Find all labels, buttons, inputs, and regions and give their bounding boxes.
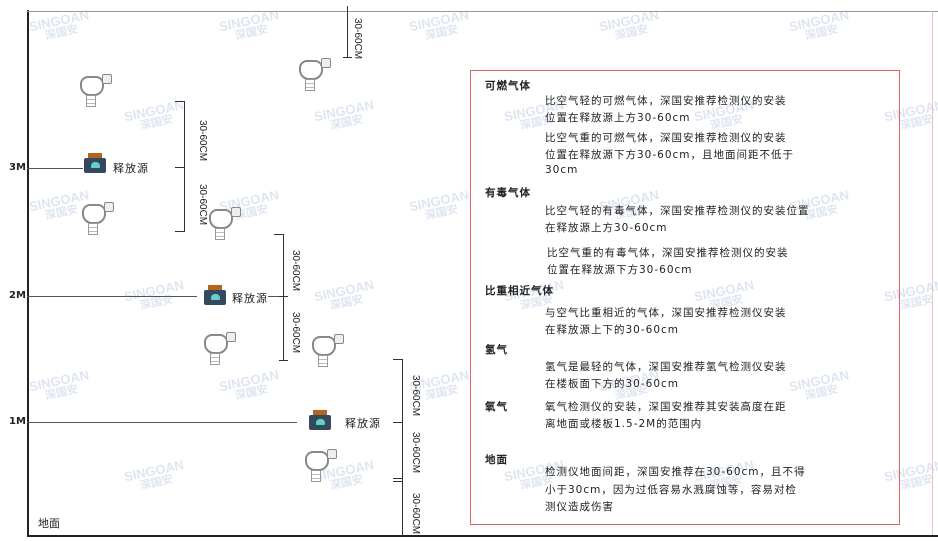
watermark-logo: SINGOAN 深国安 [217, 366, 281, 403]
dimension-tick [175, 101, 184, 102]
dimension-tick [274, 234, 283, 235]
legend-text: 氧气检测仪的安装，深国安推荐其安装高度在距 [545, 401, 787, 413]
level-3m: 3M [9, 162, 26, 173]
watermark-logo: SINGOAN 深国安 [27, 366, 91, 403]
legend-text: 比空气重的可燃气体，深国安推荐检测仪的安装 [545, 132, 787, 144]
dimension-line [347, 6, 348, 58]
combustible-title: 可燃气体 [485, 80, 531, 92]
release-source-label: 释放源 [113, 162, 149, 175]
dimension-label: 30-60CM [410, 375, 421, 417]
floor-label: 地面 [38, 517, 60, 530]
dimension-label: 30-60CM [197, 120, 208, 162]
gas-detector-icon [207, 207, 241, 241]
dimension-line [184, 101, 185, 232]
dimension-tick [279, 360, 288, 361]
similar-title: 比重相近气体 [485, 285, 554, 297]
level-2m-line [27, 296, 197, 297]
toxic-title: 有毒气体 [485, 187, 531, 199]
dimension-tick [393, 481, 402, 482]
release-source-icon [309, 410, 331, 430]
dimension-tick [343, 57, 352, 58]
legend-text: 小于30cm，因为过低容易水溅腐蚀等，容易对检 [545, 484, 797, 496]
dimension-label: 30-60CM [290, 312, 301, 354]
release-source-icon [84, 153, 106, 173]
release-source-label: 释放源 [345, 417, 381, 430]
legend-text: 在楼板面下方的30-60cm [545, 378, 680, 390]
level-3m-line [27, 168, 83, 169]
oxygen-title: 氧气 [485, 401, 508, 413]
legend-text: 测仪造成伤害 [545, 501, 614, 513]
watermark-logo: SINGOAN 深国安 [312, 276, 376, 313]
legend-text: 氢气是最轻的气体，深国安推荐氢气检测仪安装 [545, 361, 787, 373]
dimension-tick [175, 167, 184, 168]
dimension-tick [393, 359, 402, 360]
floor [27, 535, 938, 537]
watermark-logo: SINGOAN 深国安 [597, 6, 661, 43]
legend-text: 位置在释放源下方30-60cm，且地面间距不低于 [545, 149, 795, 161]
watermark-logo: SINGOAN 深国安 [27, 6, 91, 43]
watermark-logo: SINGOAN 深国安 [787, 6, 851, 43]
dimension-label: 30-60CM [410, 493, 421, 535]
wall [27, 10, 29, 536]
dimension-line [402, 359, 403, 536]
legend-box [470, 70, 900, 525]
legend-text: 与空气比重相近的气体，深国安推荐检测仪安装 [545, 307, 787, 319]
ground-title: 地面 [485, 454, 508, 466]
watermark-logo: SINGOAN 深国安 [122, 276, 186, 313]
legend-text: 在释放源上下的30-60cm [545, 324, 680, 336]
legend-text: 30cm [545, 164, 579, 176]
legend-text: 位置在释放源上方30-60cm [545, 112, 691, 124]
legend-text: 比空气重的有毒气体，深国安推荐检测仪的安装 [547, 247, 789, 259]
dimension-tick [393, 478, 402, 479]
dimension-line [283, 234, 284, 361]
legend-text: 位置在释放源下方30-60cm [547, 264, 693, 276]
watermark-logo: SINGOAN 深国安 [407, 6, 471, 43]
dimension-tick [279, 296, 288, 297]
gas-detector-icon [80, 202, 114, 236]
gas-detector-icon [310, 334, 344, 368]
dimension-tick [393, 422, 402, 423]
right-edge [932, 11, 933, 535]
release-source-icon [204, 285, 226, 305]
watermark-logo: SINGOAN 深国安 [407, 186, 471, 223]
dimension-label: 30-60CM [352, 18, 363, 60]
legend-text: 比空气轻的有毒气体，深国安推荐检测仪的安装位置 [545, 205, 810, 217]
gas-detector-icon [202, 332, 236, 366]
dimension-label: 30-60CM [197, 184, 208, 226]
legend-text: 检测仪地面间距，深国安推荐在30-60cm，且不得 [545, 466, 806, 478]
source-line [268, 296, 284, 297]
dimension-label: 30-60CM [410, 432, 421, 474]
gas-detector-icon [78, 74, 112, 108]
hydrogen-title: 氢气 [485, 344, 508, 356]
watermark-logo: SINGOAN 深国安 [122, 96, 186, 133]
level-1m-line [27, 422, 297, 423]
release-source-label: 释放源 [232, 292, 268, 305]
gas-detector-icon [303, 449, 337, 483]
legend-text: 在释放源上方30-60cm [545, 222, 668, 234]
dimension-tick [175, 231, 184, 232]
ceiling [27, 11, 938, 12]
watermark-logo: SINGOAN 深国安 [312, 96, 376, 133]
legend-text: 离地面或楼板1.5-2M的范围内 [545, 418, 703, 430]
watermark-logo: SINGOAN 深国安 [122, 456, 186, 493]
legend-text: 比空气轻的可燃气体，深国安推荐检测仪的安装 [545, 95, 787, 107]
level-2m: 2M [9, 290, 26, 301]
dimension-label: 30-60CM [290, 250, 301, 292]
gas-detector-icon [297, 58, 331, 92]
watermark-logo: SINGOAN 深国安 [217, 6, 281, 43]
level-1m: 1M [9, 416, 26, 427]
